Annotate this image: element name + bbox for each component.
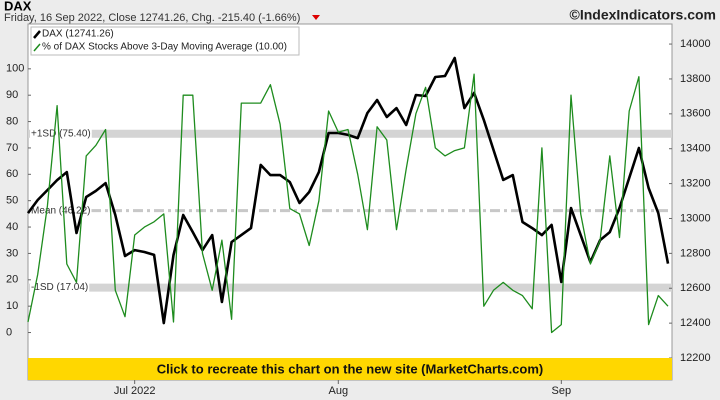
y2-tick-label: 12200 (680, 352, 711, 364)
x-tick-label: Aug (329, 385, 349, 397)
y-tick-label: 100 (6, 63, 24, 75)
y-tick-label: 20 (6, 274, 18, 286)
y2-tick-label: 12600 (680, 282, 711, 294)
plot-area (27, 23, 673, 381)
series-line (27, 73, 669, 334)
y-tick-label: 80 (6, 115, 18, 127)
down-arrow (312, 15, 320, 20)
y-tick-label: 10 (6, 300, 18, 312)
y-tick-label: 0 (6, 326, 12, 338)
y2-tick-label: 13000 (680, 212, 711, 224)
y2-tick-label: 13400 (680, 143, 711, 155)
band-label-bg (30, 128, 92, 140)
band-label-bg (30, 282, 90, 294)
y2-tick-label: 13800 (680, 73, 711, 85)
legend-label: % of DAX Stocks Above 3-Day Moving Avera… (42, 42, 287, 53)
y-tick-label: 50 (6, 195, 18, 207)
banner-link[interactable]: Click to recreate this chart on the new … (28, 358, 672, 380)
y2-tick-label: 14000 (680, 38, 711, 50)
y2-tick-label: 13600 (680, 108, 711, 120)
x-tick-label: Jul 2022 (114, 385, 156, 397)
series-line (26, 56, 670, 325)
y-tick-label: 30 (6, 247, 18, 259)
chart-title: DAX (4, 0, 32, 13)
banner-text: Click to recreate this chart on the new … (157, 361, 544, 376)
y2-tick-label: 12800 (680, 247, 711, 259)
chart-subtitle: Friday, 16 Sep 2022, Close 12741.26, Chg… (4, 12, 300, 24)
source: ©IndexIndicators.com (570, 7, 716, 23)
x-tick-label: Sep (552, 385, 572, 397)
y2-tick-label: 13200 (680, 178, 711, 190)
y-tick-label: 70 (6, 142, 18, 154)
legend-label: DAX (12741.26) (42, 29, 114, 40)
band-label: +1SD (75.40) (31, 128, 91, 139)
legend-box (30, 26, 300, 56)
banner (28, 358, 672, 380)
y2-tick-label: 12400 (680, 317, 711, 329)
y-tick-label: 90 (6, 89, 18, 101)
legend-swatch (33, 30, 41, 39)
band-label: Mean (46.22) (31, 205, 90, 216)
legend-swatch (33, 43, 41, 52)
y-tick-label: 40 (6, 221, 18, 233)
band-label: -1SD (17.04) (31, 282, 88, 293)
y-tick-label: 60 (6, 168, 18, 180)
band-label-bg (30, 205, 92, 217)
